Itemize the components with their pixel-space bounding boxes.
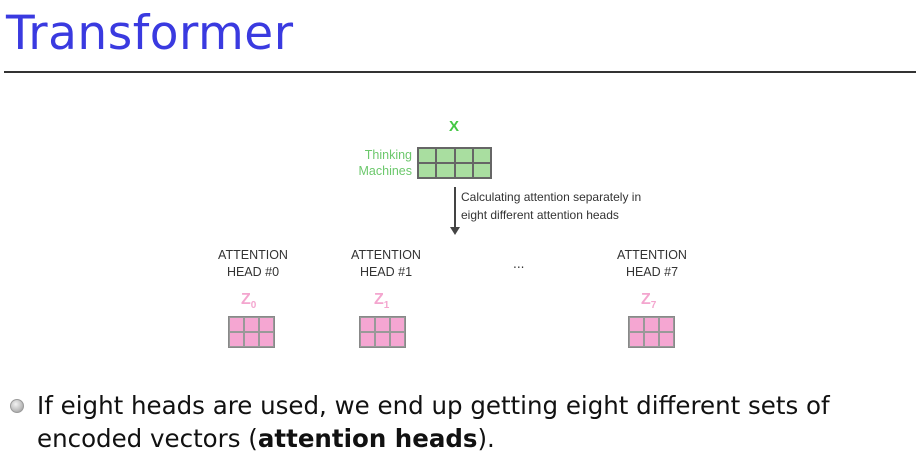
arrow-shaft [454, 187, 456, 229]
bullet-text-bold: attention heads [257, 424, 478, 453]
head-label-line1: ATTENTION [218, 248, 288, 262]
calculation-note: Calculating attention separately in eigh… [461, 188, 641, 224]
head-label-line1: ATTENTION [351, 248, 421, 262]
output-matrix-7 [628, 316, 675, 348]
input-symbol: X [449, 118, 460, 135]
ellipsis: ... [513, 257, 525, 271]
bullet-text: If eight heads are used, we end up getti… [37, 389, 907, 455]
input-matrix [417, 147, 492, 179]
calculation-note-line1: Calculating attention separately in [461, 190, 642, 204]
input-label: Thinking Machines [340, 147, 413, 179]
head-label-line2: HEAD #7 [625, 265, 679, 279]
z-label-1: Z1 [374, 291, 390, 312]
head-label-7: ATTENTION HEAD #7 [602, 247, 702, 281]
calculation-note-line2: eight different attention heads [461, 208, 619, 222]
input-label-line1: Thinking [364, 148, 412, 162]
head-label-1: ATTENTION HEAD #1 [336, 247, 436, 281]
bullet-text-part2: ). [477, 424, 495, 453]
z-label-0: Z0 [241, 291, 257, 312]
head-label-line2: HEAD #0 [226, 265, 280, 279]
title-divider [4, 71, 916, 73]
head-label-line2: HEAD #1 [359, 265, 413, 279]
output-matrix-0 [228, 316, 275, 348]
output-matrix-1 [359, 316, 406, 348]
head-label-0: ATTENTION HEAD #0 [203, 247, 303, 281]
bullet-text-part1: If eight heads are used, we end up getti… [37, 391, 830, 453]
multihead-attention-diagram: X Thinking Machines Calculating attentio… [203, 118, 702, 348]
slide-title: Transformer [6, 6, 294, 61]
head-label-line1: ATTENTION [617, 248, 687, 262]
z-label-7: Z7 [641, 291, 657, 312]
arrow-down-icon [450, 227, 460, 235]
bullet-icon [10, 399, 24, 413]
input-label-line2: Machines [358, 164, 413, 178]
